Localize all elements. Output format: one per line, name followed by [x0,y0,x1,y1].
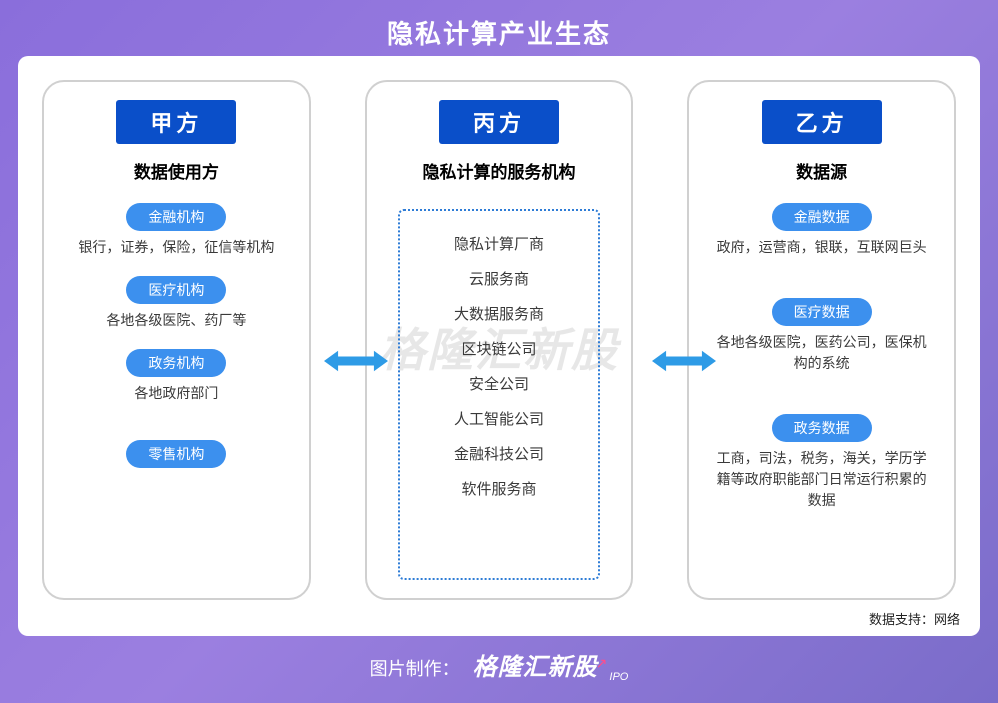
svc-6: 金融科技公司 [454,443,544,464]
svc-2: 大数据服务商 [454,303,544,324]
pill-retail-inst: 零售机构 [126,440,226,468]
left-group-3: 零售机构 [62,440,291,474]
svc-5: 人工智能公司 [454,408,544,429]
page-title-bar: 隐私计算产业生态 [0,0,998,61]
double-arrow-icon [324,348,388,374]
columns-wrap: 甲方 数据使用方 金融机构 银行，证券，保险，征信等机构 医疗机构 各地各级医院… [42,80,956,600]
footer-ipo: IPO [609,671,628,683]
pill-gov-data: 政务数据 [772,414,872,442]
svc-7: 软件服务商 [461,478,536,499]
pill-gov-inst: 政务机构 [126,349,226,377]
col-left-header: 甲方 [116,100,236,144]
col-center-sub: 隐私计算的服务机构 [423,158,576,183]
right-group-1: 医疗数据 各地各级医院，医药公司，医保机构的系统 [707,298,936,374]
column-left: 甲方 数据使用方 金融机构 银行，证券，保险，征信等机构 医疗机构 各地各级医院… [42,80,311,600]
desc-med-data: 各地各级医院，医药公司，医保机构的系统 [707,332,936,374]
desc-gov-data: 工商，司法，税务，海关，学历学籍等政府职能部门日常运行积累的数据 [707,448,936,511]
right-group-0: 金融数据 政府，运营商，银联，互联网巨头 [707,203,936,258]
right-group-2: 政务数据 工商，司法，税务，海关，学历学籍等政府职能部门日常运行积累的数据 [707,414,936,511]
desc-financial-inst: 银行，证券，保险，征信等机构 [62,237,291,258]
column-right: 乙方 数据源 金融数据 政府，运营商，银联，互联网巨头 医疗数据 各地各级医院，… [687,80,956,600]
desc-medical-inst: 各地各级医院、药厂等 [62,310,291,331]
col-left-sub: 数据使用方 [134,158,219,183]
spark-icon: ↗ [596,655,608,671]
left-group-2: 政务机构 各地政府部门 [62,349,291,404]
pill-medical-inst: 医疗机构 [126,276,226,304]
desc-gov-inst: 各地政府部门 [62,383,291,404]
left-group-0: 金融机构 银行，证券，保险，征信等机构 [62,203,291,258]
svc-1: 云服务商 [469,268,529,289]
footer-credit: 图片制作： 格隆汇新股↗IPO [0,647,998,683]
footer-brand: 格隆汇新股 [473,654,598,681]
page-title: 隐私计算产业生态 [0,14,998,51]
col-center-header: 丙方 [439,100,559,144]
left-group-1: 医疗机构 各地各级医院、药厂等 [62,276,291,331]
data-support-label: 数据支持：网络 [869,609,960,628]
services-box: 隐私计算厂商 云服务商 大数据服务商 区块链公司 安全公司 人工智能公司 金融科… [398,209,599,580]
col-right-sub: 数据源 [796,158,847,183]
pill-fin-data: 金融数据 [772,203,872,231]
double-arrow-icon [652,348,716,374]
svc-4: 安全公司 [469,373,529,394]
footer-maker: 图片制作： [370,659,460,679]
pill-med-data: 医疗数据 [772,298,872,326]
desc-fin-data: 政府，运营商，银联，互联网巨头 [707,237,936,258]
svc-0: 隐私计算厂商 [454,233,544,254]
col-right-header: 乙方 [762,100,882,144]
svc-3: 区块链公司 [461,338,536,359]
column-center: 丙方 隐私计算的服务机构 隐私计算厂商 云服务商 大数据服务商 区块链公司 安全… [365,80,634,600]
pill-financial-inst: 金融机构 [126,203,226,231]
diagram-card: 格隆汇新股 甲方 数据使用方 金融机构 银行，证券，保险，征信等机构 医疗机构 … [18,56,980,636]
